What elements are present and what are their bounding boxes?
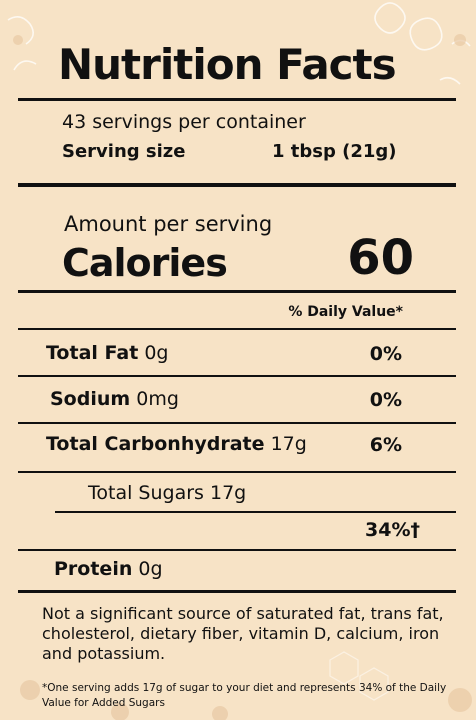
- nutrient-amount: 0g: [138, 558, 163, 580]
- nutrient-name: Total Carbonhydrate: [46, 433, 265, 455]
- nutrient-name: Sodium: [50, 388, 131, 410]
- serving-size-label: Serving size: [62, 141, 186, 162]
- nutrient-amount: 0mg: [136, 388, 179, 410]
- nutrient-sodium: Sodium 0mg: [50, 390, 179, 409]
- nutrient-amount: 17g: [270, 433, 307, 455]
- nutrient-dv: 0%: [369, 343, 402, 365]
- footnote: *One serving adds 17g of sugar to your d…: [42, 682, 447, 709]
- divider-row: [18, 549, 456, 551]
- daily-value-header: % Daily Value*: [288, 304, 403, 320]
- nutrient-total-carbohydrate: Total Carbonhydrate 17g: [46, 435, 307, 454]
- divider-serving: [18, 183, 456, 187]
- nutrient-total-fat: Total Fat 0g: [46, 344, 169, 363]
- divider-title: [18, 98, 456, 101]
- not-significant-note: Not a significant source of saturated fa…: [42, 604, 444, 663]
- nutrient-name: Total Fat: [46, 342, 139, 364]
- divider-calories: [18, 290, 456, 293]
- divider-row: [18, 375, 456, 377]
- divider-row: [18, 471, 456, 473]
- nutrient-dv: 6%: [369, 434, 402, 456]
- nutrient-protein: Protein 0g: [54, 560, 163, 579]
- divider-row: [18, 422, 456, 424]
- nutrient-name: Total Sugars: [88, 482, 204, 504]
- divider-row: [55, 511, 456, 513]
- calories-label: Calories: [62, 241, 228, 285]
- nutrient-dv: 0%: [369, 389, 402, 411]
- label-title: Nutrition Facts: [58, 40, 397, 89]
- amount-per-serving: Amount per serving: [64, 212, 273, 236]
- nutrient-amount: 17g: [209, 482, 247, 504]
- divider-dv: [18, 328, 456, 330]
- added-sugars-dv: 34%†: [365, 519, 420, 541]
- nutrient-amount: 0g: [144, 342, 169, 364]
- nutrient-name: Protein: [54, 558, 133, 580]
- calories-value: 60: [347, 230, 414, 286]
- serving-size-value: 1 tbsp (21g): [272, 141, 397, 162]
- servings-per-container: 43 servings per container: [62, 111, 306, 133]
- divider-protein: [18, 590, 456, 593]
- nutrient-total-sugars: Total Sugars 17g: [88, 484, 246, 503]
